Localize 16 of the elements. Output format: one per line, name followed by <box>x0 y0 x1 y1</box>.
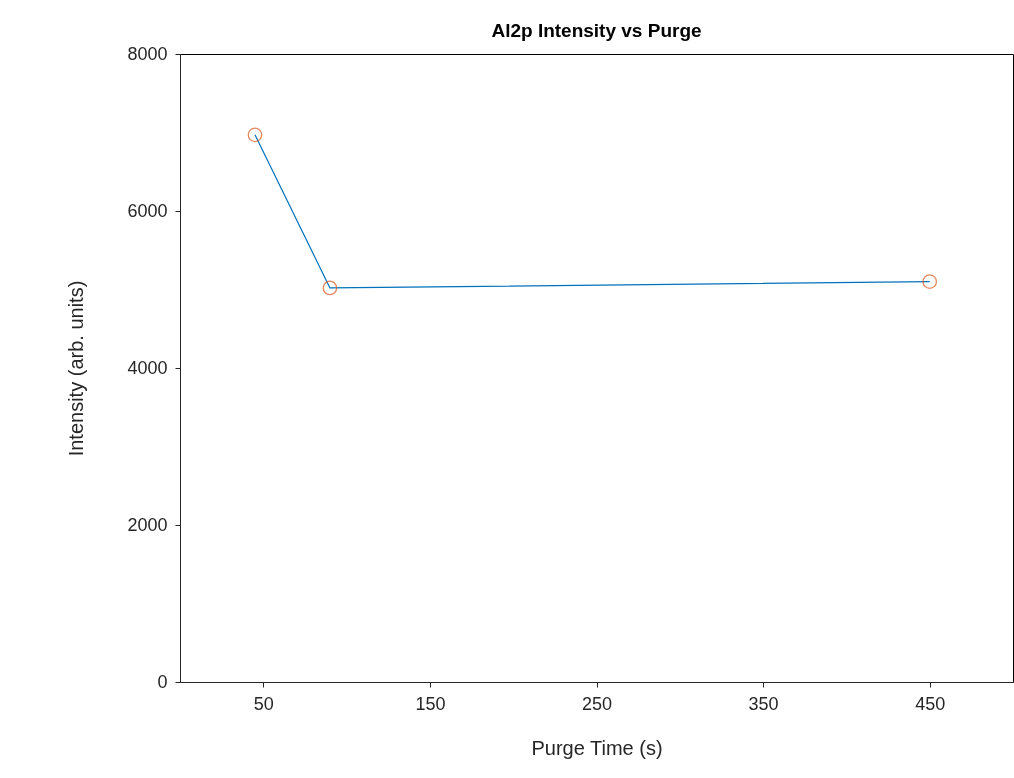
point <box>247 127 263 143</box>
x-tick-label: 350 <box>748 693 779 714</box>
point <box>922 274 938 289</box>
y-axis-title: Intensity (arb. units) <box>65 280 88 457</box>
y-tick-label: 2000 <box>127 514 168 535</box>
x-tick-label: 50 <box>253 693 274 714</box>
y-tick-label: 0 <box>157 671 168 692</box>
x-tick-label: 150 <box>415 693 446 714</box>
x-tick-label: 250 <box>581 693 613 714</box>
chart-title: Al2p Intensity vs Purge <box>491 20 702 41</box>
y-tick-label: 6000 <box>127 200 168 221</box>
y-tick-label: 8000 <box>127 43 168 64</box>
y-tick-label: 4000 <box>127 357 168 378</box>
point <box>322 280 338 296</box>
x-axis-title: Purge Time (s) <box>531 736 663 759</box>
x-tick-label: 450 <box>915 693 946 714</box>
